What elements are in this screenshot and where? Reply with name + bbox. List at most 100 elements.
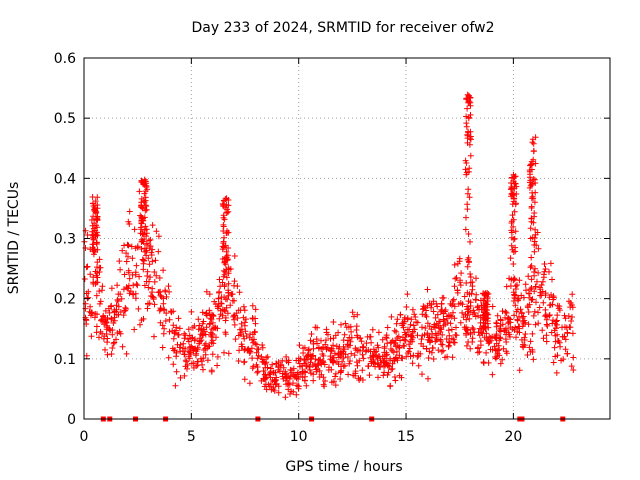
data-point bbox=[552, 338, 559, 345]
data-point bbox=[505, 329, 512, 336]
data-point bbox=[211, 298, 218, 305]
data-point bbox=[184, 362, 191, 368]
data-point bbox=[366, 372, 373, 379]
data-point bbox=[451, 303, 458, 310]
data-point bbox=[250, 339, 257, 346]
data-point bbox=[528, 285, 535, 291]
data-point bbox=[527, 286, 534, 293]
data-point bbox=[530, 148, 537, 155]
data-point bbox=[459, 309, 466, 316]
data-point bbox=[120, 312, 127, 319]
data-point bbox=[310, 371, 317, 378]
data-point bbox=[214, 353, 221, 360]
data-point bbox=[509, 326, 516, 332]
data-point bbox=[379, 353, 386, 360]
data-point bbox=[530, 356, 537, 363]
data-point bbox=[468, 290, 475, 297]
data-point bbox=[316, 374, 323, 380]
data-point bbox=[508, 227, 515, 234]
data-point bbox=[254, 364, 261, 370]
data-point bbox=[514, 282, 520, 288]
data-point bbox=[222, 329, 229, 336]
data-point bbox=[415, 362, 422, 369]
data-point bbox=[203, 324, 210, 331]
data-point bbox=[554, 312, 561, 319]
data-point bbox=[328, 366, 335, 373]
data-point bbox=[203, 310, 210, 316]
data-point bbox=[140, 257, 147, 264]
data-point bbox=[462, 157, 469, 164]
data-point bbox=[206, 307, 213, 314]
data-point bbox=[253, 341, 260, 348]
data-point bbox=[570, 367, 577, 373]
data-point bbox=[284, 381, 291, 387]
data-point bbox=[275, 363, 282, 370]
data-point bbox=[287, 391, 293, 397]
data-point bbox=[83, 352, 90, 359]
data-point bbox=[306, 367, 313, 373]
data-point bbox=[547, 260, 554, 267]
data-point bbox=[425, 355, 432, 361]
data-point bbox=[497, 334, 503, 341]
data-point bbox=[221, 283, 228, 290]
data-point bbox=[170, 347, 177, 354]
data-point bbox=[200, 332, 207, 339]
data-point bbox=[564, 330, 571, 337]
data-point bbox=[322, 378, 328, 384]
data-point bbox=[569, 314, 575, 320]
data-point bbox=[96, 334, 102, 341]
data-point bbox=[177, 348, 184, 355]
data-point bbox=[216, 276, 223, 283]
data-point bbox=[438, 300, 445, 307]
data-point bbox=[345, 324, 352, 331]
data-point bbox=[143, 278, 150, 285]
data-point bbox=[359, 343, 366, 350]
data-point bbox=[456, 258, 463, 265]
data-point bbox=[330, 319, 337, 325]
data-point bbox=[457, 282, 464, 289]
data-point bbox=[153, 272, 160, 279]
data-point bbox=[473, 291, 480, 298]
data-point bbox=[393, 348, 400, 355]
data-point bbox=[516, 313, 522, 320]
data-point bbox=[305, 346, 312, 353]
data-point bbox=[151, 269, 158, 275]
data-point bbox=[310, 345, 317, 352]
data-point bbox=[267, 368, 274, 375]
data-point bbox=[365, 363, 372, 369]
data-point bbox=[554, 321, 560, 328]
data-point bbox=[423, 307, 430, 314]
data-point bbox=[93, 323, 100, 330]
data-point bbox=[365, 347, 372, 353]
data-point bbox=[144, 273, 151, 279]
data-point bbox=[189, 334, 196, 341]
data-point bbox=[467, 345, 474, 352]
data-point bbox=[124, 241, 131, 248]
data-point bbox=[225, 280, 232, 287]
data-point bbox=[450, 339, 457, 346]
data-point bbox=[349, 309, 356, 316]
data-point bbox=[413, 319, 420, 325]
data-point bbox=[384, 371, 391, 378]
data-point bbox=[264, 353, 271, 360]
data-point bbox=[219, 312, 226, 319]
data-point bbox=[510, 171, 517, 178]
data-point bbox=[408, 333, 415, 340]
data-point bbox=[464, 201, 471, 208]
data-point bbox=[402, 337, 409, 344]
data-point bbox=[138, 215, 145, 222]
data-point bbox=[527, 182, 534, 189]
data-point bbox=[208, 311, 215, 318]
data-point bbox=[528, 195, 535, 202]
data-point bbox=[143, 247, 150, 254]
data-point bbox=[434, 311, 441, 318]
data-point bbox=[94, 202, 101, 208]
data-point bbox=[125, 269, 132, 276]
data-point bbox=[295, 385, 302, 392]
data-point bbox=[457, 300, 464, 306]
data-point bbox=[102, 307, 109, 314]
data-point bbox=[393, 320, 400, 327]
data-point bbox=[525, 309, 532, 315]
data-point bbox=[528, 158, 535, 165]
data-point bbox=[151, 333, 157, 340]
